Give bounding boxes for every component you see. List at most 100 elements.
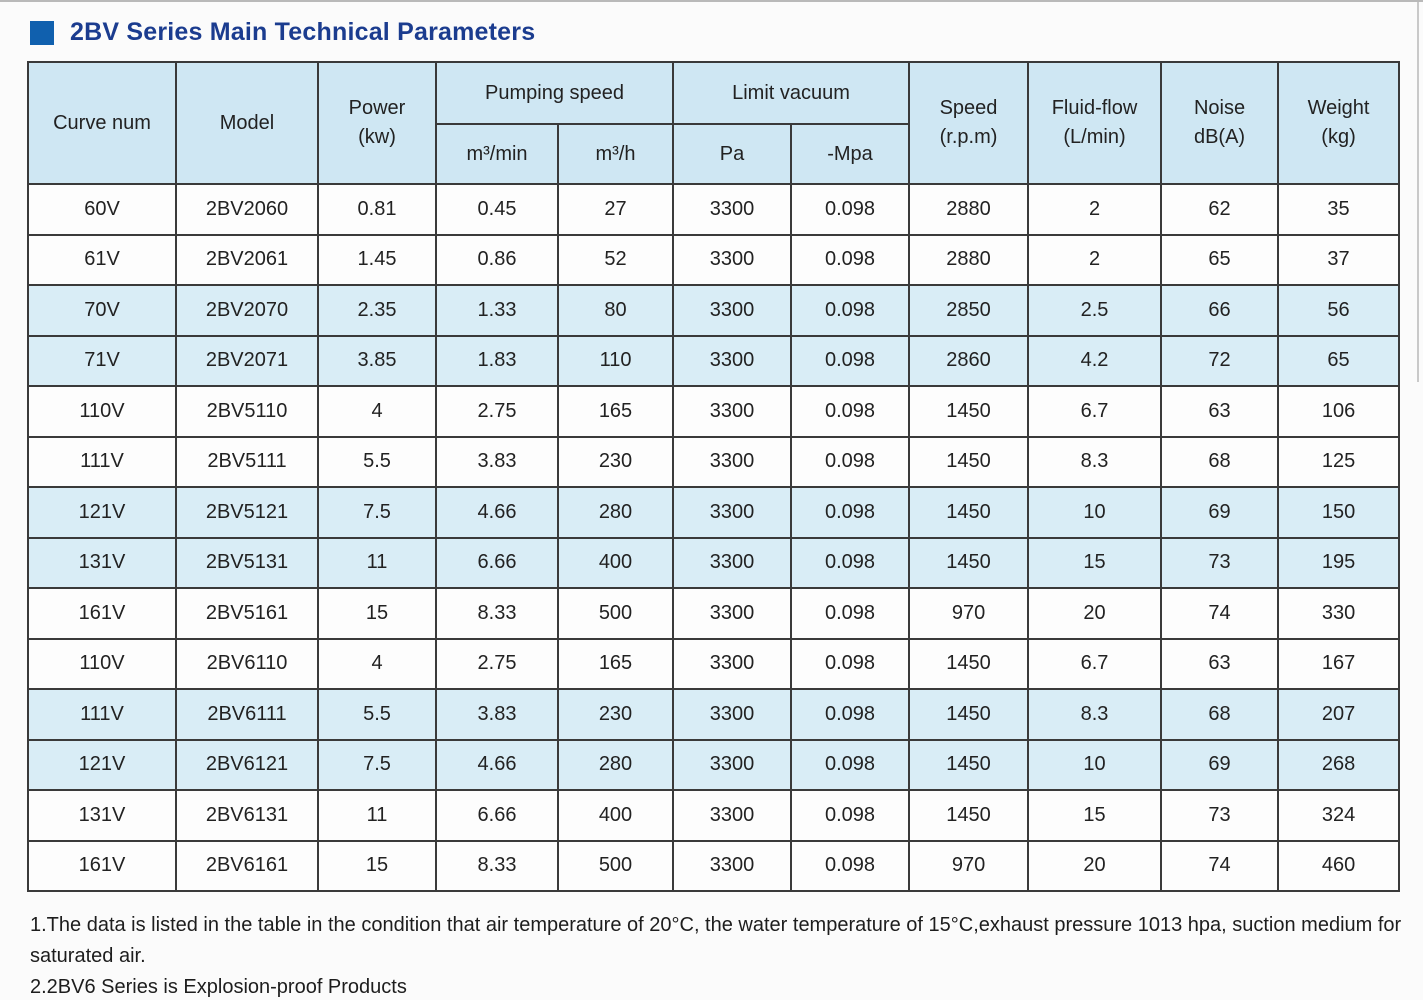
table-cell: 60V bbox=[27, 183, 177, 236]
table-cell: 4 bbox=[317, 385, 437, 438]
table-cell: 2.75 bbox=[435, 385, 559, 438]
table-cell: 0.098 bbox=[790, 637, 911, 690]
table-cell: 63 bbox=[1160, 637, 1280, 690]
table-row: 131V 2BV5131 11 6.66 400 3300 0.098 1450 15 73 195 bbox=[27, 536, 1401, 589]
table-cell: 2 bbox=[1027, 233, 1163, 286]
table-cell: 73 bbox=[1160, 536, 1280, 589]
table-cell: 63 bbox=[1160, 385, 1280, 438]
table-row: 131V 2BV6131 11 6.66 400 3300 0.098 1450 15 73 324 bbox=[27, 789, 1401, 842]
table-cell: 10 bbox=[1027, 486, 1163, 539]
table-cell: 6.7 bbox=[1027, 385, 1163, 438]
table-header: Curve num Model Power (kw) Pumping speed… bbox=[27, 61, 1401, 185]
table-cell: 10 bbox=[1027, 738, 1163, 791]
table-cell: 0.098 bbox=[790, 839, 911, 892]
table-cell: 1.45 bbox=[317, 233, 437, 286]
col-header-model: Model bbox=[175, 61, 319, 185]
table-cell: 8.33 bbox=[435, 839, 559, 892]
table-cell: 0.098 bbox=[790, 183, 911, 236]
table-cell: 7.5 bbox=[317, 486, 437, 539]
table-cell: 2880 bbox=[908, 183, 1030, 236]
table-row: 60V 2BV2060 0.81 0.45 27 3300 0.098 2880 2 62 35 bbox=[27, 183, 1401, 236]
table-cell: 1450 bbox=[908, 536, 1030, 589]
table-cell: 20 bbox=[1027, 839, 1163, 892]
table-cell: 3300 bbox=[672, 688, 793, 741]
table-cell: 460 bbox=[1277, 839, 1401, 892]
table-cell: 15 bbox=[317, 839, 437, 892]
table-cell: 3300 bbox=[672, 435, 793, 488]
table-row: 110V 2BV6110 4 2.75 165 3300 0.098 1450 6.7 63 167 bbox=[27, 637, 1401, 690]
table-cell: 0.098 bbox=[790, 334, 911, 387]
table-cell: 74 bbox=[1160, 587, 1280, 640]
table-cell: 4.66 bbox=[435, 486, 559, 539]
table-cell: 0.81 bbox=[317, 183, 437, 236]
table-cell: 20 bbox=[1027, 587, 1163, 640]
table-row: 71V 2BV2071 3.85 1.83 110 3300 0.098 2860 4.2 72 6… bbox=[27, 334, 1401, 387]
table-cell: 2 bbox=[1027, 183, 1163, 236]
table-cell: 2BV5111 bbox=[175, 435, 319, 488]
table-cell: 970 bbox=[908, 587, 1030, 640]
table-cell: 2BV6111 bbox=[175, 688, 319, 741]
table-cell: 0.098 bbox=[790, 738, 911, 791]
col-header-mpa: -Mpa bbox=[790, 123, 911, 185]
table-cell: 3300 bbox=[672, 183, 793, 236]
table-cell: 2BV5121 bbox=[175, 486, 319, 539]
table-cell: 5.5 bbox=[317, 688, 437, 741]
table-cell: 69 bbox=[1160, 738, 1280, 791]
table-cell: 165 bbox=[556, 637, 675, 690]
table-cell: 1450 bbox=[908, 637, 1030, 690]
table-cell: 61V bbox=[27, 233, 177, 286]
table-row: 110V 2BV5110 4 2.75 165 3300 0.098 1450 6.7 63 106 bbox=[27, 385, 1401, 438]
table-cell: 0.098 bbox=[790, 385, 911, 438]
table-row: 70V 2BV2070 2.35 1.33 80 3300 0.098 2850 2.5 66 56 bbox=[27, 284, 1401, 337]
table-cell: 1450 bbox=[908, 688, 1030, 741]
footnotes: 1.The data is listed in the table in the… bbox=[30, 910, 1415, 1000]
table-cell: 35 bbox=[1277, 183, 1401, 236]
table-cell: 125 bbox=[1277, 435, 1401, 488]
table-cell: 8.3 bbox=[1027, 688, 1163, 741]
table-cell: 131V bbox=[27, 536, 177, 589]
table-cell: 11 bbox=[317, 789, 437, 842]
table-cell: 1.83 bbox=[435, 334, 559, 387]
col-header-power: Power (kw) bbox=[317, 61, 437, 185]
table-cell: 80 bbox=[556, 284, 675, 337]
title-square-icon bbox=[30, 20, 54, 45]
table-cell: 111V bbox=[27, 435, 177, 488]
table-cell: 0.098 bbox=[790, 789, 911, 842]
table-cell: 2BV5110 bbox=[175, 385, 319, 438]
table-cell: 27 bbox=[556, 183, 675, 236]
table-cell: 2BV5161 bbox=[175, 587, 319, 640]
table-cell: 72 bbox=[1160, 334, 1280, 387]
table-cell: 0.86 bbox=[435, 233, 559, 286]
table-cell: 1.33 bbox=[435, 284, 559, 337]
table-cell: 131V bbox=[27, 789, 177, 842]
table-cell: 165 bbox=[556, 385, 675, 438]
table-cell: 56 bbox=[1277, 284, 1401, 337]
table-cell: 1450 bbox=[908, 385, 1030, 438]
table-cell: 2BV6131 bbox=[175, 789, 319, 842]
table-cell: 2.5 bbox=[1027, 284, 1163, 337]
table-cell: 3.83 bbox=[435, 688, 559, 741]
table-cell: 500 bbox=[556, 587, 675, 640]
table-cell: 52 bbox=[556, 233, 675, 286]
table-cell: 330 bbox=[1277, 587, 1401, 640]
footnote-1: 1.The data is listed in the table in the… bbox=[30, 914, 1402, 967]
col-header-noise: Noise dB(A) bbox=[1160, 61, 1280, 185]
table-cell: 2BV6121 bbox=[175, 738, 319, 791]
table-cell: 3300 bbox=[672, 536, 793, 589]
table-cell: 71V bbox=[27, 334, 177, 387]
table-cell: 66 bbox=[1160, 284, 1280, 337]
table-cell: 1450 bbox=[908, 486, 1030, 539]
table-cell: 3.83 bbox=[435, 435, 559, 488]
table-cell: 3300 bbox=[672, 284, 793, 337]
table-cell: 2880 bbox=[908, 233, 1030, 286]
table-cell: 4 bbox=[317, 637, 437, 690]
table-cell: 0.098 bbox=[790, 435, 911, 488]
table-cell: 65 bbox=[1160, 233, 1280, 286]
table-cell: 106 bbox=[1277, 385, 1401, 438]
col-header-curve-num: Curve num bbox=[27, 61, 177, 185]
table-cell: 62 bbox=[1160, 183, 1280, 236]
table-cell: 2BV6110 bbox=[175, 637, 319, 690]
table-cell: 6.7 bbox=[1027, 637, 1163, 690]
table-cell: 3300 bbox=[672, 334, 793, 387]
table-cell: 2BV2071 bbox=[175, 334, 319, 387]
